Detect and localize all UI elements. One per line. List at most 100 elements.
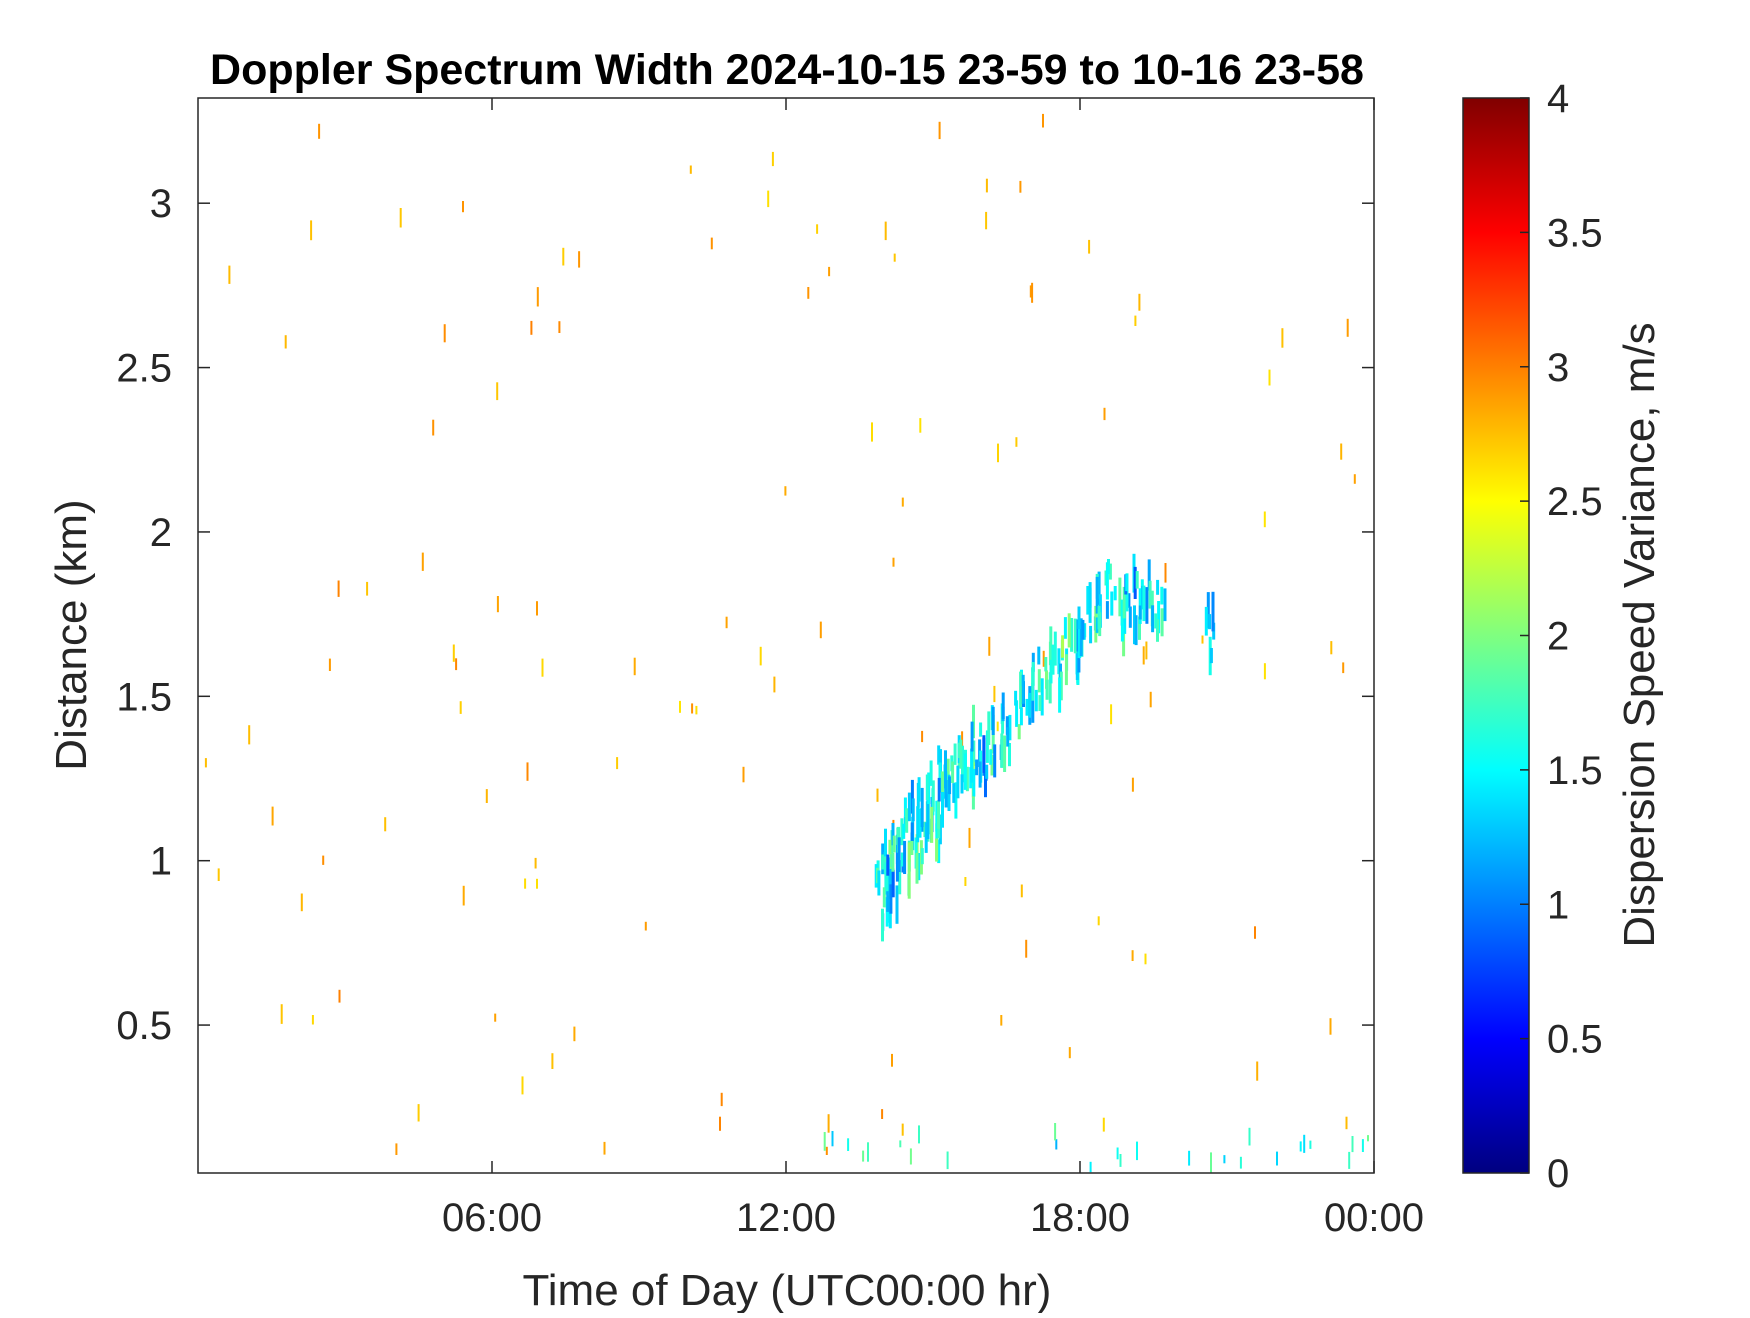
data-cell: [1019, 671, 1023, 709]
data-cell: [1049, 626, 1053, 660]
data-cell: [937, 777, 941, 802]
data-cell: [819, 621, 822, 639]
data-cell: [991, 706, 995, 735]
data-cell: [784, 486, 787, 496]
data-cell: [944, 750, 947, 789]
data-cell: [459, 701, 462, 714]
data-cell: [524, 878, 527, 889]
data-cell: [900, 852, 904, 867]
data-cell: [541, 658, 544, 677]
colorbar-tick-label: 3: [1547, 346, 1569, 390]
data-cell: [1160, 586, 1164, 605]
data-cell: [997, 443, 999, 463]
data-cell: [455, 658, 458, 671]
data-cell: [946, 1151, 949, 1170]
colorbar-tick-label: 2: [1547, 615, 1569, 659]
data-cell: [530, 320, 533, 335]
data-cell: [988, 636, 991, 656]
data-cell: [893, 253, 896, 262]
data-cell: [1040, 678, 1044, 716]
data-cell: [915, 852, 919, 884]
colorbar-label: Dispersion Speed Variance, m/s: [1615, 322, 1664, 947]
data-cell: [1163, 588, 1167, 622]
data-cell: [1077, 606, 1081, 630]
data-cell: [771, 151, 774, 167]
data-cell: [719, 1116, 721, 1131]
data-cell: [536, 601, 538, 616]
data-cell: [1135, 571, 1139, 589]
data-cell: [1127, 593, 1131, 608]
data-cell: [1345, 1116, 1348, 1130]
data-cell: [1361, 1139, 1364, 1152]
data-cell: [1005, 716, 1009, 735]
data-cell: [1097, 606, 1101, 630]
data-cell: [1031, 682, 1035, 723]
data-cell: [900, 818, 904, 846]
data-cell: [1348, 1151, 1351, 1169]
data-cell: [679, 700, 681, 713]
data-cell: [310, 220, 313, 241]
data-cell: [1118, 577, 1122, 617]
data-cell: [1105, 562, 1109, 600]
data-cell: [957, 742, 961, 758]
data-cell: [937, 800, 940, 829]
data-cell: [1342, 662, 1345, 674]
data-cell: [1095, 617, 1099, 633]
data-cell: [1077, 658, 1081, 673]
data-cell: [938, 762, 942, 793]
x-tick-label: 00:00: [1324, 1196, 1424, 1240]
data-cell: [1144, 953, 1147, 965]
data-cell: [1067, 613, 1071, 648]
colorbar-tick-label: 4: [1547, 77, 1569, 121]
data-cell: [891, 823, 895, 846]
data-cell: [689, 165, 692, 174]
data-cell: [924, 822, 928, 853]
data-cell: [985, 764, 989, 779]
data-cell: [536, 878, 538, 889]
data-cell: [847, 1138, 850, 1151]
colorbar-tick-label: 1.5: [1547, 749, 1603, 793]
data-cell: [907, 859, 911, 899]
data-cell: [807, 287, 810, 299]
data-cell: [889, 884, 893, 914]
data-cell: [1263, 511, 1266, 528]
data-cell: [1095, 576, 1099, 614]
data-cell: [452, 644, 455, 662]
data-cell: [1108, 563, 1112, 580]
data-cell: [884, 221, 887, 241]
data-cell: [1188, 1150, 1191, 1166]
data-cell: [1122, 586, 1126, 619]
data-cell: [1116, 1147, 1119, 1160]
data-cell: [204, 758, 207, 768]
data-cell: [985, 178, 988, 193]
data-cell: [881, 908, 884, 942]
data-cell: [1113, 586, 1117, 601]
data-cell: [759, 646, 762, 666]
data-cell: [1157, 601, 1161, 634]
data-cell: [1303, 1134, 1306, 1153]
data-cell: [1248, 1127, 1251, 1146]
y-axis-label: Distance (km): [47, 499, 96, 770]
data-cell: [1021, 674, 1025, 704]
data-cell: [271, 806, 274, 826]
data-cell: [1058, 677, 1062, 713]
data-cell: [1136, 1141, 1138, 1161]
data-cell: [300, 893, 303, 912]
data-cell: [1133, 605, 1136, 645]
data-cell: [432, 419, 435, 436]
data-cell: [1148, 580, 1152, 609]
data-cell: [985, 211, 988, 230]
data-cell: [710, 237, 713, 250]
colorbar-tick-label: 2.5: [1547, 480, 1603, 524]
data-cell: [920, 848, 924, 865]
data-cell: [919, 418, 922, 433]
colorbar-ticks: 0 0.5 1 1.5 2 2.5 3 3.5 4: [1520, 77, 1603, 1196]
data-cell: [956, 765, 960, 799]
data-cell: [1208, 614, 1212, 630]
data-cell: [910, 779, 914, 814]
data-cell: [1064, 654, 1068, 686]
data-cell: [1020, 884, 1023, 898]
data-cell: [485, 789, 488, 803]
data-cell: [1089, 1161, 1092, 1173]
data-cell: [1329, 1018, 1332, 1035]
